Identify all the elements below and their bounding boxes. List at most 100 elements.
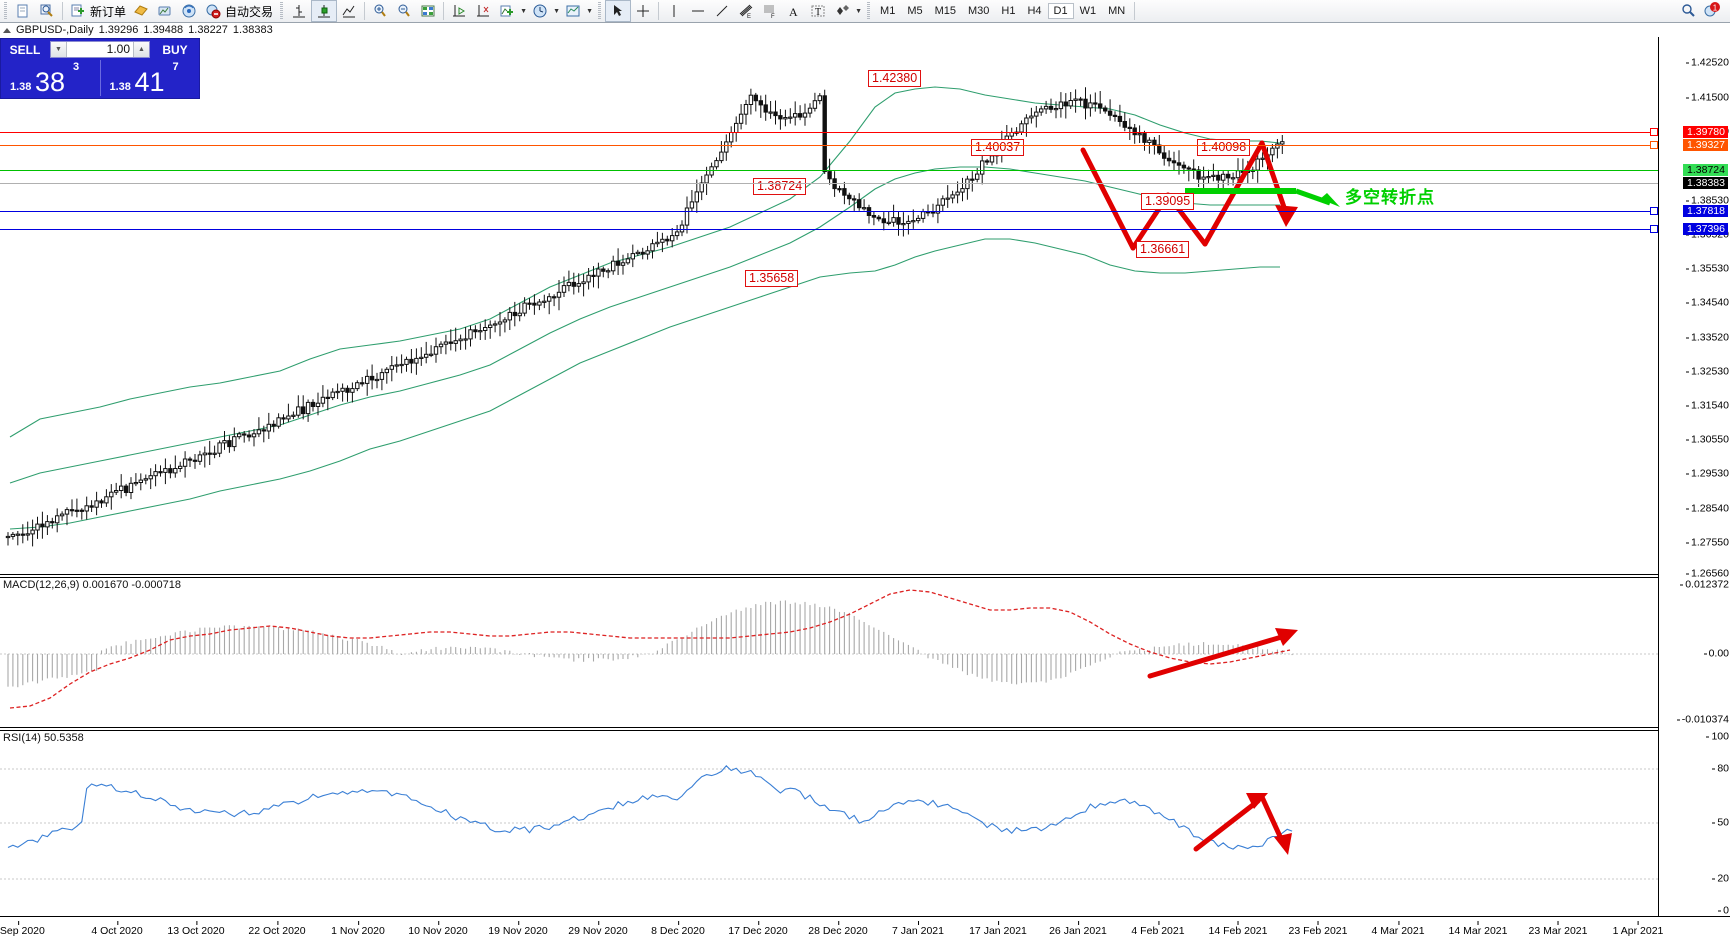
text-label-icon[interactable]: T [806, 1, 830, 21]
auto-scroll-icon[interactable] [471, 1, 495, 21]
macd-pane-graphics [0, 589, 1658, 709]
new-order-icon[interactable] [66, 1, 90, 21]
expert-advisors-icon[interactable] [153, 1, 177, 21]
period-icon[interactable] [528, 1, 552, 21]
tab-timeframe-d1[interactable]: D1 [1047, 3, 1074, 19]
auto-trading-label[interactable]: 自动交易 [225, 4, 274, 19]
volume-increment-icon[interactable]: ▲ [133, 42, 149, 57]
level-handle-139780[interactable] [1650, 128, 1658, 136]
templates-icon[interactable] [561, 1, 585, 21]
one-click-trading-panel[interactable]: SELL ▼ 1.00 ▲ BUY 1.38 38 3 1.38 41 7 [0, 38, 200, 99]
rsi-axis: 100 80 50 20 0 [1659, 731, 1730, 916]
one-click-trading-header: SELL ▼ 1.00 ▲ BUY [1, 39, 199, 60]
sell-button[interactable]: SELL [9, 42, 41, 57]
indicators-icon[interactable] [495, 1, 519, 21]
price-axis-divider [1658, 37, 1659, 917]
horizontal-line-icon[interactable] [686, 1, 710, 21]
green-arrow-annotation [1295, 188, 1340, 207]
tab-timeframe-m5[interactable]: M5 [907, 5, 923, 17]
volume-value[interactable]: 1.00 [106, 42, 130, 56]
one-click-trading-quotes: 1.38 38 3 1.38 41 7 [1, 60, 200, 97]
price-axis[interactable]: 1.42520 1.41500 1.40510 1.38530 1.36520 … [1659, 37, 1730, 579]
shapes-chevron-down-icon[interactable]: ▼ [855, 7, 862, 15]
toolbar-separator-6 [1134, 2, 1136, 20]
ask-quote[interactable]: 1.38 41 7 [101, 60, 200, 97]
price-level-label-137818[interactable]: 1.37818 [1683, 205, 1728, 217]
search-icon[interactable] [35, 1, 59, 21]
auto-trading-icon[interactable] [201, 1, 225, 21]
signals-icon[interactable] [177, 1, 201, 21]
toolbar-grip[interactable] [2, 2, 9, 20]
period-chevron-down-icon[interactable]: ▼ [553, 7, 560, 15]
tab-timeframe-h1[interactable]: H1 [1001, 5, 1016, 17]
tab-timeframe-h4[interactable]: H4 [1027, 5, 1042, 17]
level-handle-137396[interactable] [1650, 225, 1658, 233]
tab-timeframe-m30[interactable]: M30 [968, 5, 990, 17]
macd-pane[interactable]: MACD(12,26,9) 0.001670 -0.000718 [0, 578, 1730, 726]
macd-trend-arrow [1147, 628, 1298, 679]
deal-icon[interactable] [129, 1, 153, 21]
price-level-label-139327[interactable]: 1.39327 [1683, 139, 1728, 151]
equidistant-channel-icon[interactable]: E [734, 1, 758, 21]
new-order-label[interactable]: 新订单 [90, 4, 127, 19]
toolbar-separator-5 [658, 2, 660, 20]
level-line-137396[interactable] [0, 229, 1658, 230]
price-level-label-138724[interactable]: 1.38724 [1683, 164, 1728, 176]
level-line-139327[interactable] [0, 145, 1658, 146]
zoom-out-icon[interactable] [392, 1, 416, 21]
volume-decrement-icon[interactable]: ▼ [51, 42, 67, 57]
line-chart-icon[interactable] [337, 1, 361, 21]
tab-timeframe-m15[interactable]: M15 [934, 5, 956, 17]
toolbar-grip-2[interactable] [278, 2, 286, 20]
price-level-label-137396[interactable]: 1.37396 [1683, 223, 1728, 235]
tab-timeframe-m1[interactable]: M1 [880, 5, 896, 17]
ask-price-prefix: 1.38 [109, 81, 131, 93]
help-search-icon[interactable] [1676, 1, 1700, 21]
templates-chevron-down-icon[interactable]: ▼ [586, 7, 593, 15]
indicators-chevron-down-icon[interactable]: ▼ [520, 7, 527, 15]
bid-price-prefix: 1.38 [10, 81, 32, 93]
zoom-in-icon[interactable] [368, 1, 392, 21]
candlestick-chart-icon[interactable] [311, 0, 338, 22]
price-level-label-139780[interactable]: 1.39780 [1683, 126, 1728, 138]
svg-text:E: E [747, 14, 751, 19]
toolbar-grip-3[interactable] [596, 2, 604, 20]
svg-text:A: A [789, 5, 798, 19]
cursor-icon[interactable] [605, 0, 632, 22]
fibonacci-icon[interactable]: F [758, 1, 782, 21]
date-tick: 19 Nov 2020 [488, 921, 548, 937]
trendline-icon[interactable] [710, 1, 734, 21]
data-window-icon[interactable] [416, 1, 440, 21]
chart-container[interactable]: 1.42380 1.40037 1.38724 1.39095 1.40098 … [0, 23, 1730, 938]
date-axis[interactable]: 4 Sep 2020 4 Oct 2020 13 Oct 2020 22 Oct 20… [0, 916, 1730, 938]
level-handle-139327[interactable] [1650, 141, 1658, 149]
tab-timeframe-mn[interactable]: MN [1108, 5, 1126, 17]
vertical-line-icon[interactable] [662, 1, 686, 21]
last-price-label: 1.38383 [1683, 177, 1728, 189]
bid-quote[interactable]: 1.38 38 3 [1, 60, 101, 97]
date-tick: 17 Jan 2021 [969, 921, 1027, 937]
collapse-triangle-icon[interactable] [3, 27, 11, 33]
buy-button[interactable]: BUY [162, 42, 188, 57]
shift-end-icon[interactable] [447, 1, 471, 21]
volume-stepper[interactable]: ▼ 1.00 ▲ [50, 41, 150, 58]
price-tick: 1.41500 [1686, 91, 1729, 104]
svg-text:F: F [771, 14, 775, 19]
toolbar-grip-4[interactable] [865, 2, 873, 20]
new-chart-icon[interactable] [11, 1, 35, 21]
level-line-137818[interactable] [0, 211, 1658, 212]
shapes-icon[interactable] [830, 1, 854, 21]
bar-chart-icon[interactable] [287, 1, 311, 21]
level-handle-137818[interactable] [1650, 207, 1658, 215]
date-tick: 22 Oct 2020 [248, 921, 306, 937]
level-line-138724[interactable] [0, 170, 1658, 171]
rsi-pane[interactable]: RSI(14) 50.5358 [0, 731, 1730, 916]
text-icon[interactable]: A [782, 1, 806, 21]
rsi-pane-top-border-2 [0, 730, 1658, 731]
level-line-139780[interactable] [0, 132, 1658, 133]
toolbar-separator [62, 2, 63, 20]
price-pane[interactable]: 1.42380 1.40037 1.38724 1.39095 1.40098 … [0, 37, 1730, 575]
crosshair-icon[interactable] [631, 1, 655, 21]
alert-icon[interactable]: 1 [1700, 1, 1724, 21]
tab-timeframe-w1[interactable]: W1 [1079, 5, 1097, 17]
